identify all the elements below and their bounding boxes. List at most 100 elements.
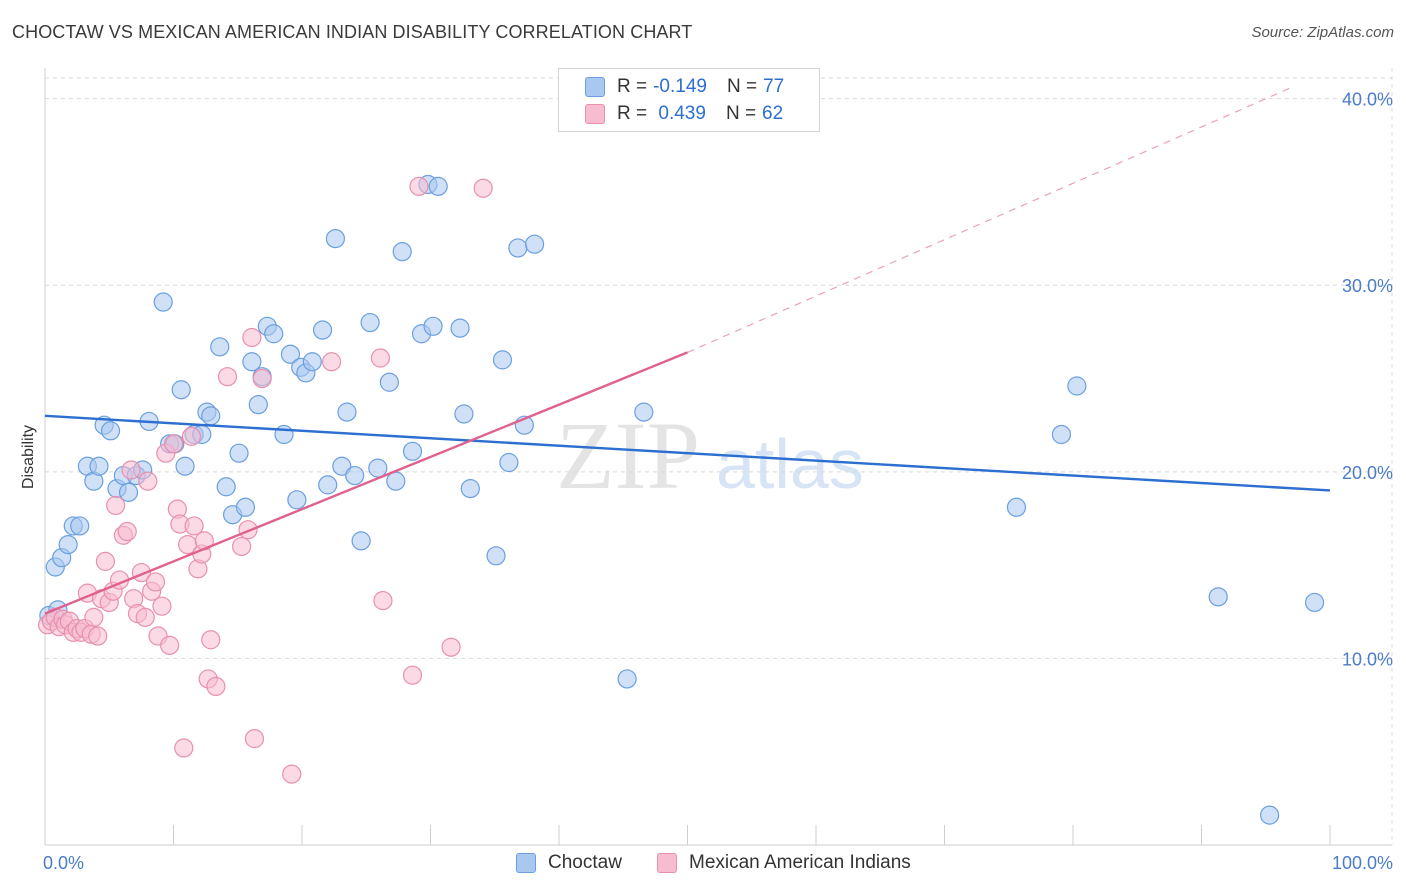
legend-r-label: R = [617, 76, 648, 97]
data-point [1260, 805, 1280, 825]
legend-n-label: N = [726, 76, 758, 97]
data-point [282, 764, 302, 784]
legend-n-label: N = [725, 103, 757, 124]
data-point [450, 318, 470, 338]
series-legend: Choctaw Mexican American Indians [0, 852, 1406, 878]
data-point [210, 337, 230, 357]
data-point [70, 516, 90, 536]
data-point [117, 521, 137, 542]
data-point [1051, 424, 1072, 445]
data-point [486, 546, 506, 566]
data-point [302, 352, 322, 372]
data-point [499, 452, 519, 473]
data-point [95, 551, 115, 571]
data-point [321, 352, 342, 372]
data-point [351, 531, 371, 551]
data-point [264, 324, 284, 344]
data-point [216, 477, 236, 497]
y-tick-label: 30.0% [1342, 276, 1393, 296]
data-point [368, 458, 388, 478]
data-point [206, 676, 226, 697]
trend-line-1 [44, 351, 688, 615]
data-point [229, 443, 249, 463]
data-point [118, 482, 139, 502]
data-point [121, 460, 141, 480]
data-point [152, 596, 172, 616]
data-point [402, 665, 423, 685]
data-point [244, 729, 265, 749]
data-point [184, 516, 204, 536]
data-point [428, 176, 448, 196]
data-point [1067, 376, 1087, 396]
data-point [1304, 592, 1325, 613]
series-swatch-mexican-american-indians [657, 853, 677, 873]
y-tick-label: 20.0% [1342, 463, 1393, 483]
legend-swatch-mexican-american-indians [585, 104, 605, 124]
watermark-zip: ZIP [556, 402, 700, 509]
data-point [454, 404, 474, 424]
x-ticks [44, 825, 1331, 845]
data-point [248, 395, 268, 415]
data-point [492, 350, 513, 370]
correlation-legend: R = -0.149 N = 77 R = 0.439 N = 62 [558, 68, 820, 132]
legend-row-choctaw: R = -0.149 N = 77 [585, 75, 784, 99]
series-legend-label-mexican-american-indians: Mexican American Indians [689, 852, 911, 873]
data-point [423, 316, 443, 336]
y-tick-label: 10.0% [1342, 649, 1393, 669]
data-point [88, 626, 108, 646]
data-point [617, 669, 637, 689]
data-point [171, 380, 191, 400]
data-point [163, 434, 184, 454]
legend-r-label: R = [617, 103, 648, 124]
data-point [409, 176, 429, 196]
watermark-atlas: atlas [716, 425, 864, 503]
x-tick-label: 100.0% [1332, 853, 1393, 873]
data-point [460, 479, 480, 499]
data-point [441, 637, 461, 657]
trend-line-extension [687, 86, 1292, 353]
legend-row-mexican-american-indians: R = 0.439 N = 62 [585, 102, 783, 126]
series-legend-label-choctaw: Choctaw [548, 852, 622, 873]
data-point [89, 456, 109, 476]
data-point [106, 495, 126, 516]
series-legend-choctaw[interactable]: Choctaw [516, 852, 622, 874]
data-point [153, 292, 173, 312]
data-point [318, 475, 338, 495]
x-tick-label: 0.0% [43, 853, 84, 873]
data-point [232, 536, 252, 557]
legend-n-value-choctaw: 77 [763, 76, 785, 97]
data-point [287, 490, 307, 510]
data-point [345, 465, 365, 486]
axes [44, 68, 1392, 846]
y-tick-labels: 10.0% 20.0% 30.0% 40.0% [1342, 90, 1393, 670]
data-point [138, 471, 158, 491]
data-point [312, 320, 333, 340]
watermark: ZIP atlas [556, 402, 864, 509]
data-point [145, 572, 166, 592]
data-point [379, 372, 399, 392]
data-point [332, 456, 352, 476]
series-swatch-choctaw [516, 853, 536, 873]
data-point [370, 348, 390, 368]
chart-source: Source: ZipAtlas.com [1251, 24, 1394, 41]
data-point [201, 406, 221, 426]
y-tick-label: 40.0% [1342, 90, 1393, 110]
legend-swatch-choctaw [585, 77, 605, 97]
series-legend-mexican-american-indians[interactable]: Mexican American Indians [657, 852, 911, 874]
data-point [181, 426, 202, 446]
data-point [373, 590, 393, 611]
data-point [201, 630, 221, 650]
data-point [337, 402, 357, 422]
trend-lines [44, 86, 1331, 615]
data-point [100, 421, 121, 441]
data-point [473, 178, 493, 198]
data-point [135, 607, 155, 627]
y-axis-label: Disability [20, 425, 37, 489]
legend-r-value-choctaw: -0.149 [653, 76, 707, 97]
data-point [84, 607, 104, 627]
data-point [235, 497, 256, 517]
data-point [634, 402, 654, 422]
data-point [174, 738, 194, 758]
data-point [58, 534, 78, 555]
